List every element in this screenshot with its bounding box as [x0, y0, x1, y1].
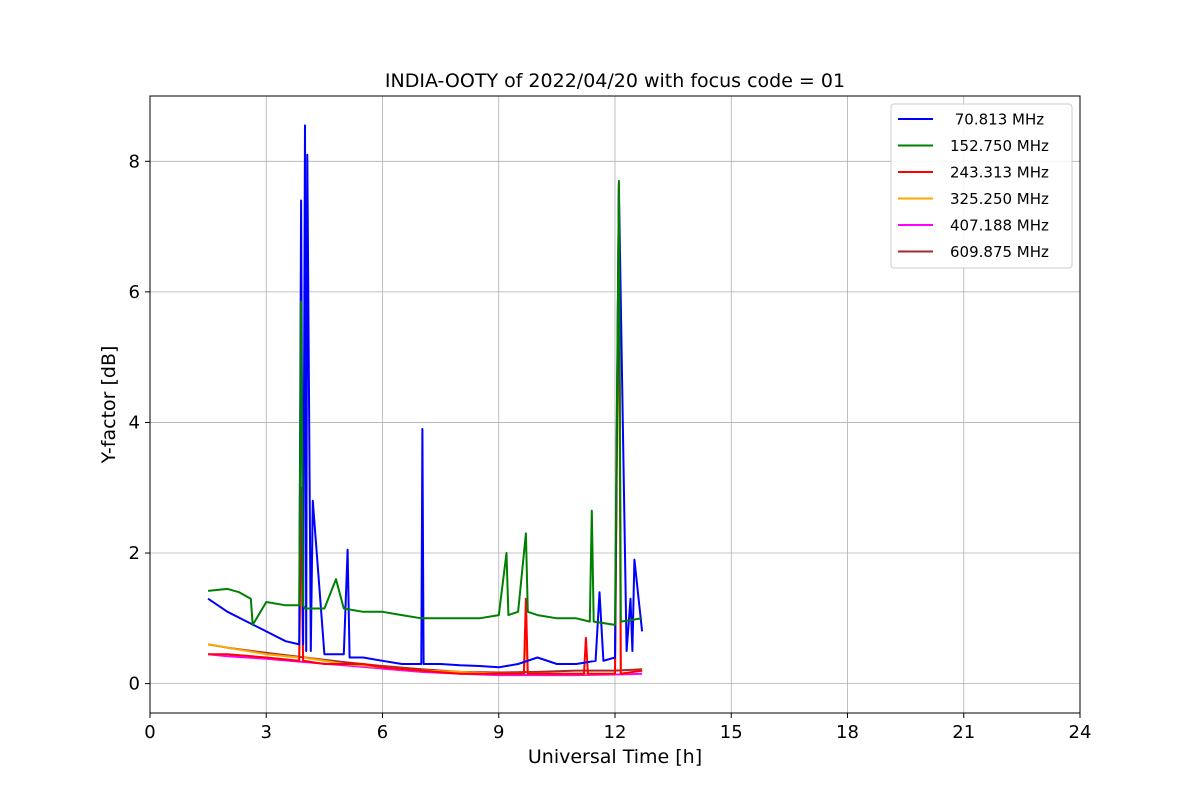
legend-label: 243.313 MHz	[950, 164, 1049, 182]
legend-label: 609.875 MHz	[950, 243, 1049, 261]
x-tick-label: 24	[1069, 722, 1092, 743]
y-tick-label: 4	[129, 412, 140, 433]
x-tick-label: 6	[377, 722, 388, 743]
series-line-2	[208, 183, 643, 675]
legend-box	[890, 103, 1073, 269]
x-tick-label: 9	[493, 722, 504, 743]
x-tick-label: 15	[720, 722, 743, 743]
chart-title: INDIA-OOTY of 2022/04/20 with focus code…	[385, 70, 845, 92]
y-tick-label: 8	[129, 151, 140, 172]
x-tick-label: 3	[261, 722, 272, 743]
y-axis-label: Y-factor [dB]	[98, 346, 120, 465]
legend-label: 407.188 MHz	[950, 217, 1049, 235]
series-line-5	[207, 643, 643, 674]
legend-label: 325.250 MHz	[950, 190, 1049, 208]
legend: 70.813 MHz 152.750 MHz 243.313 MHz 325.250 …	[890, 103, 1073, 269]
x-tick-label: 18	[836, 722, 859, 743]
x-axis-label: Universal Time [h]	[528, 746, 702, 768]
legend-label: 152.750 MHz	[950, 137, 1049, 155]
y-tick-label: 2	[129, 543, 140, 564]
x-tick-label: 0	[144, 722, 155, 743]
y-tick-label: 0	[129, 674, 140, 695]
series-layer	[207, 124, 644, 677]
series-line-4	[207, 653, 643, 677]
x-tick-label: 12	[604, 722, 627, 743]
series-line-1	[207, 179, 643, 626]
y-tick-label: 6	[129, 282, 140, 303]
x-tick-label: 21	[952, 722, 975, 743]
legend-label: 70.813 MHz	[950, 111, 1044, 129]
